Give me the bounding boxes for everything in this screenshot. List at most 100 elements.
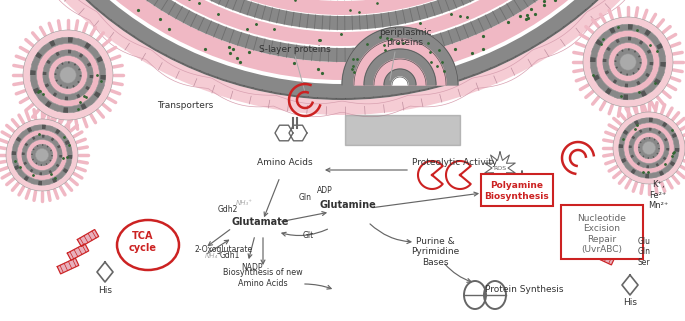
Wedge shape (68, 62, 70, 64)
Wedge shape (660, 62, 666, 67)
Wedge shape (64, 62, 66, 64)
Wedge shape (50, 55, 55, 60)
Wedge shape (44, 65, 48, 69)
Wedge shape (89, 68, 93, 72)
Wedge shape (649, 128, 651, 131)
Wedge shape (16, 137, 21, 142)
Circle shape (55, 62, 82, 89)
Wedge shape (598, 82, 605, 89)
Text: Glutamate: Glutamate (232, 217, 288, 227)
Wedge shape (34, 160, 36, 163)
Wedge shape (51, 137, 54, 141)
Wedge shape (32, 153, 33, 155)
Wedge shape (649, 62, 653, 65)
Wedge shape (603, 59, 606, 62)
Wedge shape (638, 172, 643, 177)
Text: Gdh1: Gdh1 (220, 251, 240, 260)
Wedge shape (73, 85, 75, 87)
Wedge shape (27, 127, 32, 133)
Wedge shape (667, 148, 669, 151)
Polygon shape (622, 275, 638, 295)
Wedge shape (66, 87, 68, 89)
Wedge shape (658, 151, 660, 152)
Wedge shape (59, 150, 62, 153)
Wedge shape (71, 62, 73, 64)
Wedge shape (641, 164, 645, 168)
Wedge shape (76, 94, 81, 98)
Wedge shape (46, 163, 47, 165)
Wedge shape (656, 43, 663, 49)
Polygon shape (569, 217, 590, 233)
Wedge shape (63, 107, 68, 113)
Wedge shape (45, 144, 46, 146)
Wedge shape (664, 138, 668, 141)
Text: periplasmic
proteins: periplasmic proteins (379, 28, 432, 47)
Wedge shape (42, 135, 45, 138)
Wedge shape (69, 86, 71, 88)
Wedge shape (64, 140, 70, 145)
Wedge shape (66, 162, 71, 167)
Text: Nucleotide
Excision
Repair
(UvrABC): Nucleotide Excision Repair (UvrABC) (577, 214, 627, 254)
Circle shape (613, 112, 685, 184)
Wedge shape (58, 95, 62, 99)
Wedge shape (79, 72, 82, 74)
Wedge shape (634, 120, 639, 126)
Wedge shape (647, 157, 649, 159)
Wedge shape (67, 147, 72, 152)
Wedge shape (608, 75, 612, 80)
Circle shape (23, 30, 113, 120)
Wedge shape (29, 169, 34, 172)
Wedge shape (656, 140, 658, 142)
Wedge shape (632, 72, 635, 74)
Wedge shape (644, 128, 647, 131)
Wedge shape (626, 74, 628, 75)
Wedge shape (36, 162, 38, 164)
Wedge shape (645, 174, 649, 178)
Wedge shape (47, 146, 49, 148)
Wedge shape (45, 172, 47, 175)
Wedge shape (22, 157, 25, 160)
Wedge shape (52, 178, 57, 183)
Wedge shape (23, 176, 29, 181)
Circle shape (6, 119, 78, 191)
Wedge shape (638, 147, 640, 148)
Wedge shape (603, 52, 608, 56)
Wedge shape (641, 77, 646, 82)
Text: TCA
cycle: TCA cycle (129, 231, 157, 253)
Text: Glutamine: Glutamine (320, 200, 376, 210)
Polygon shape (58, 258, 79, 274)
Wedge shape (601, 32, 608, 39)
Wedge shape (629, 150, 632, 153)
Circle shape (603, 37, 653, 87)
Text: K⁺,
Fe²⁺
Mn²⁺: K⁺, Fe²⁺ Mn²⁺ (648, 180, 668, 210)
Wedge shape (630, 140, 633, 143)
Polygon shape (392, 77, 408, 85)
Wedge shape (623, 94, 628, 100)
Circle shape (590, 24, 666, 100)
Circle shape (597, 30, 660, 93)
Wedge shape (13, 143, 18, 148)
Circle shape (619, 118, 680, 178)
Wedge shape (48, 161, 49, 164)
Circle shape (638, 137, 660, 159)
Wedge shape (53, 92, 57, 97)
Text: ADP: ADP (317, 186, 333, 195)
Wedge shape (645, 157, 647, 159)
Wedge shape (84, 42, 91, 49)
Text: Gln: Gln (299, 193, 312, 202)
Wedge shape (645, 29, 651, 36)
Wedge shape (653, 139, 656, 141)
Wedge shape (661, 134, 665, 137)
Wedge shape (55, 70, 58, 72)
Text: S-layer proteins: S-layer proteins (259, 45, 331, 54)
Wedge shape (658, 148, 660, 149)
Polygon shape (342, 27, 458, 85)
Wedge shape (652, 173, 657, 178)
Wedge shape (79, 78, 81, 80)
Polygon shape (582, 232, 603, 248)
Wedge shape (659, 170, 664, 176)
Wedge shape (653, 156, 654, 158)
Wedge shape (595, 39, 602, 46)
Wedge shape (51, 157, 53, 159)
Polygon shape (593, 249, 614, 265)
